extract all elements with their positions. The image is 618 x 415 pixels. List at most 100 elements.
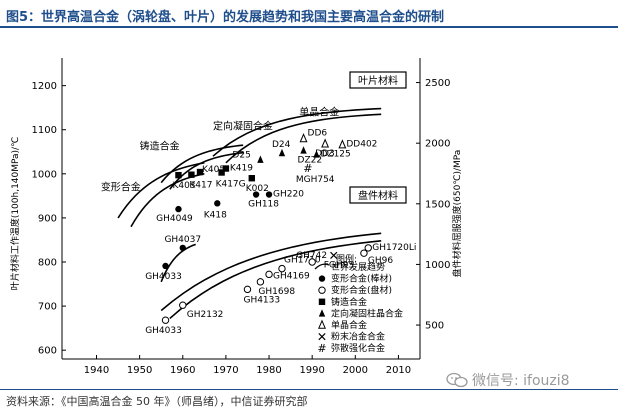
data-point-label: GH1720Li	[372, 243, 416, 253]
data-point-label: DD402	[346, 140, 377, 150]
wechat-icon	[446, 372, 468, 388]
y2-tick-label: 2500	[425, 78, 450, 89]
data-point	[278, 264, 286, 273]
data-point-label: GH118	[248, 200, 279, 210]
data-point	[188, 171, 195, 178]
y2-tick-label: 500	[425, 321, 444, 332]
trend-band-ds-sx-lower	[225, 113, 382, 164]
data-point	[175, 205, 182, 213]
y-tick-label: 1200	[32, 81, 57, 92]
data-point	[162, 262, 169, 270]
data-point	[360, 249, 368, 257]
x-tick-label: 1950	[127, 365, 152, 375]
box-label: 叶片材料	[358, 74, 398, 87]
region-label: 铸造合金	[140, 140, 180, 153]
footer-rule	[0, 389, 618, 390]
data-point-label: K403	[172, 181, 195, 191]
y2-tick-label: 1500	[425, 199, 450, 210]
trend-band-cast	[160, 144, 244, 184]
data-point	[243, 285, 252, 294]
box-label-frame	[349, 71, 407, 89]
data-point	[338, 139, 347, 149]
y2-tick-label: 1000	[425, 260, 450, 271]
watermark-text: 微信号: ifouzi8	[472, 373, 570, 389]
trend-band-ds-sx	[212, 107, 382, 157]
x-tick-label: 2000	[343, 365, 368, 375]
legend-entry: 世界发展趋势	[331, 261, 385, 273]
data-point	[248, 175, 255, 182]
y-tick-label: 700	[38, 302, 57, 313]
data-point	[308, 258, 316, 266]
data-point-label: D25	[232, 151, 250, 161]
data-point-label: K418	[204, 210, 227, 220]
data-point	[175, 171, 182, 179]
source-note: 资料来源：《中国高温合金 50 年》（师昌绪），中信证券研究部	[6, 395, 308, 408]
x-tick-label: 1960	[170, 365, 195, 375]
x-tick-label: 1940	[84, 365, 109, 375]
data-point-label: DD3	[315, 149, 335, 159]
data-point-label: GH1698	[258, 287, 295, 297]
data-point	[222, 165, 230, 172]
data-point-label: GH1710	[284, 256, 321, 266]
data-point-label: FGH95	[324, 260, 354, 270]
data-point	[321, 138, 330, 148]
y2-axis-title: 盘件材料屈服强度(650℃)/MPa	[451, 150, 463, 278]
box-label-frame	[349, 186, 407, 204]
region-label: 变形合金	[101, 181, 141, 194]
legend-entry: 变形合金(盘材)	[331, 284, 392, 296]
trend-band-disk	[160, 232, 382, 312]
data-point	[265, 191, 273, 198]
data-point-label: K417	[189, 181, 212, 191]
y-tick-label: 800	[38, 258, 57, 269]
legend-entry: 定向凝固柱晶合金	[331, 307, 403, 319]
data-point-label: GH4049	[156, 214, 193, 224]
data-point-label: GH220	[273, 190, 304, 200]
legend-marker	[318, 309, 326, 317]
data-point-label: D24	[272, 140, 291, 150]
data-point-label: K405	[202, 165, 225, 175]
trend-band-disk-wrought	[160, 243, 196, 283]
region-label: 单晶合金	[299, 106, 339, 119]
legend-marker	[318, 332, 326, 341]
legend-marker: #	[317, 342, 326, 355]
y-tick-label: 1100	[32, 125, 57, 136]
scatter-chart: 1940 1950 1960 1970 1980 1990 2000 2010 600 700 80…	[9, 58, 463, 375]
data-point	[179, 244, 186, 252]
data-point-label: GH742	[296, 251, 327, 261]
trend-band-cast-lower	[169, 151, 244, 190]
legend-entry: 粉末冶金合金	[331, 331, 385, 343]
data-point	[196, 168, 204, 176]
data-point: #	[303, 162, 312, 175]
data-point	[313, 150, 320, 158]
x-tick-label: 1990	[299, 365, 324, 375]
data-point	[218, 169, 225, 176]
data-point	[278, 148, 286, 157]
y2-tick-label: 2000	[425, 139, 450, 150]
watermark: 微信号: ifouzi8	[446, 370, 570, 390]
data-point-label: GH4169	[273, 271, 310, 281]
data-point	[265, 270, 273, 279]
data-point-label: DZ22	[298, 155, 323, 165]
data-point-label: DD6	[308, 129, 328, 139]
trend-band-disk-lower	[169, 240, 382, 320]
data-point	[252, 191, 260, 198]
legend-title: 图例:	[336, 253, 357, 265]
figure-header: 图5：世界高温合金（涡轮盘、叶片）的发展趋势和我国主要高温合金的研制	[0, 0, 618, 28]
data-point-label: GH96	[368, 256, 393, 266]
data-point	[214, 200, 221, 207]
y-axis-title: 叶片材料工作温度(100h,140MPa)/℃	[9, 137, 21, 290]
box-label: 盘件材料	[358, 189, 398, 202]
x-tick-label: 1970	[213, 365, 238, 375]
data-point	[179, 301, 187, 309]
trend-band-wrought	[117, 162, 205, 219]
data-point-label: K002	[246, 184, 269, 194]
legend-marker	[318, 319, 326, 329]
data-point-label: K417G	[216, 179, 246, 189]
data-point-label: GH2132	[187, 310, 224, 320]
data-point	[299, 133, 308, 143]
data-point-label: GH4033	[145, 326, 182, 336]
legend-marker	[318, 275, 326, 282]
y-tick-label: 900	[38, 213, 57, 224]
data-point-label: DZ125	[320, 149, 350, 159]
data-point	[161, 316, 170, 324]
